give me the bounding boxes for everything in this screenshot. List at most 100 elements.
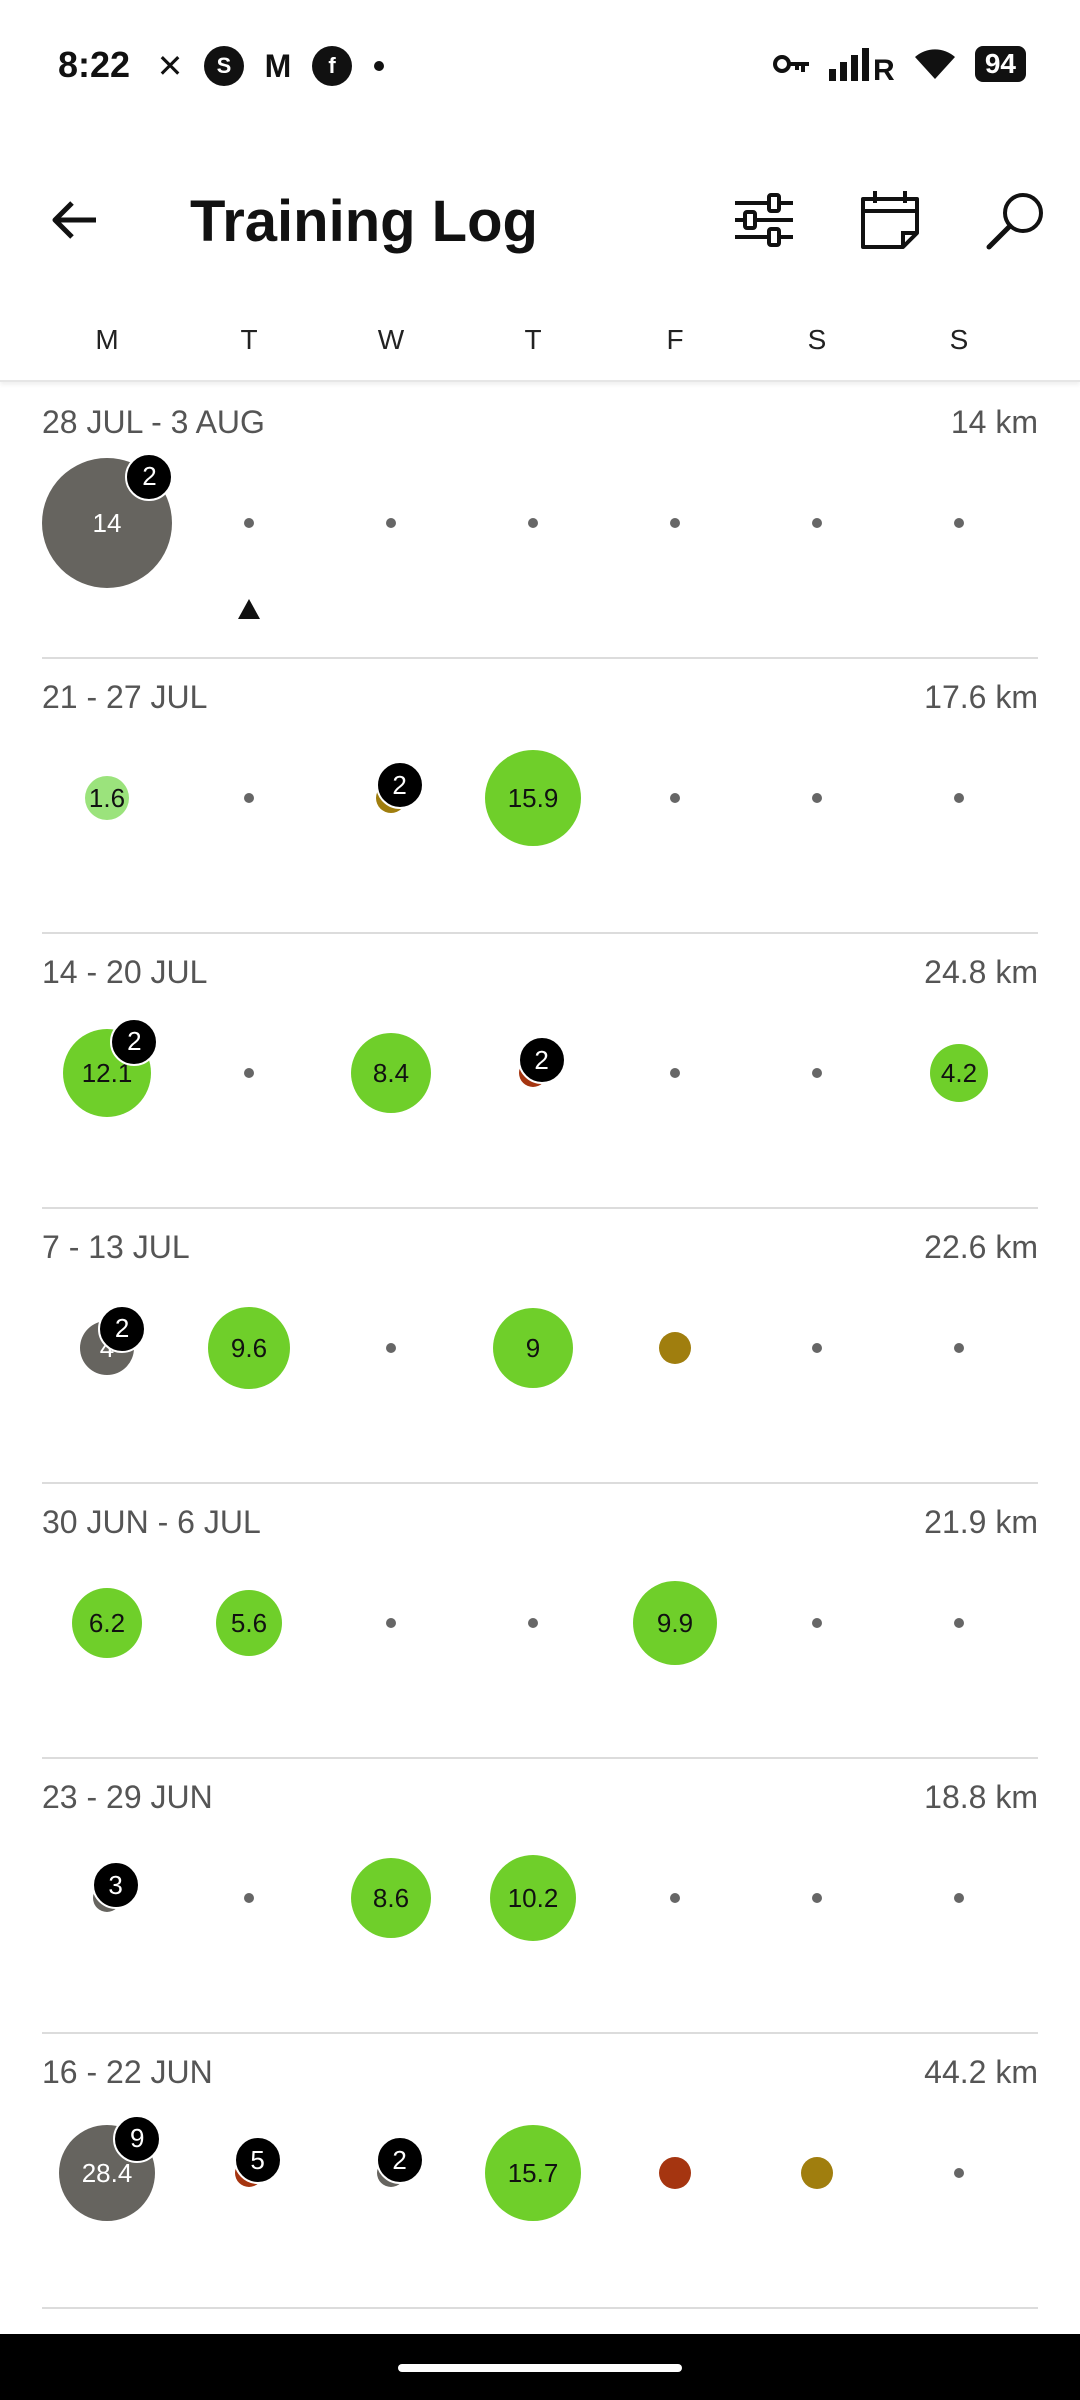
activity-circle[interactable]: 1.6 bbox=[85, 776, 129, 820]
vpn-key-icon bbox=[772, 55, 809, 73]
rest-day-dot bbox=[386, 1343, 396, 1353]
weekday-label: F bbox=[666, 324, 684, 355]
rest-day-dot bbox=[528, 518, 538, 528]
rest-day-dot bbox=[812, 518, 822, 528]
signal-icon: R bbox=[828, 48, 895, 81]
activity-count-badge: 2 bbox=[125, 452, 174, 501]
weekday-label: T bbox=[524, 324, 542, 355]
weekday-label: S bbox=[949, 324, 969, 355]
back-button[interactable] bbox=[42, 188, 106, 252]
rest-day-dot bbox=[670, 518, 680, 528]
activity-circle[interactable]: 9.6 bbox=[208, 1307, 290, 1389]
page-title: Training Log bbox=[190, 189, 538, 254]
status-time: 8:22 bbox=[58, 44, 131, 85]
week-range-label: 23 - 29 JUN bbox=[42, 1779, 213, 1815]
activity-count-badge: 2 bbox=[375, 761, 424, 810]
activity-circle[interactable]: 15.9 bbox=[485, 750, 581, 846]
week-range-label: 7 - 13 JUL bbox=[42, 1229, 190, 1265]
activity-count-badge: 2 bbox=[98, 1304, 147, 1353]
activity-count-badge: 9 bbox=[113, 2114, 162, 2163]
rest-day-dot bbox=[812, 1893, 822, 1903]
week-total-distance: 21.9 km bbox=[924, 1504, 1038, 1540]
week-row[interactable]: 30 JUN - 6 JUL 21.9 km 6.2 5.6 9.9 bbox=[42, 1482, 1038, 1759]
activity-count-badge: 2 bbox=[110, 1017, 159, 1066]
activity-circle[interactable] bbox=[659, 2157, 691, 2189]
week-row[interactable]: 14 - 20 JUL 24.8 km 12.1 2 8.4 2 4.2 bbox=[42, 932, 1038, 1209]
rest-day-dot bbox=[386, 1618, 396, 1628]
today-marker-icon bbox=[238, 599, 260, 619]
svg-text:R: R bbox=[873, 54, 895, 81]
week-total-distance: 44.2 km bbox=[924, 2054, 1038, 2090]
status-bar: 8:22 ✕ S M f R 94 bbox=[0, 0, 1080, 136]
weekday-label: M bbox=[95, 324, 119, 355]
weekday-label: T bbox=[240, 324, 258, 355]
app-bar: Training Log bbox=[0, 160, 1080, 280]
week-row[interactable]: 21 - 27 JUL 17.6 km 1.6 2 15.9 bbox=[42, 657, 1038, 934]
rest-day-dot bbox=[244, 518, 254, 528]
weekday-label: S bbox=[807, 324, 827, 355]
activity-circle[interactable]: 5.6 bbox=[216, 1590, 282, 1656]
week-row[interactable]: 28 JUL - 3 AUG 14 km 14 2 bbox=[42, 382, 1038, 659]
training-log-list[interactable]: 28 JUL - 3 AUG 14 km 14 2 21 - 27 JUL 17.6 km… bbox=[0, 382, 1080, 2334]
rest-day-dot bbox=[954, 1343, 964, 1353]
battery-indicator: 94 bbox=[974, 46, 1026, 82]
rest-day-dot bbox=[812, 793, 822, 803]
rest-day-dot bbox=[386, 518, 396, 528]
activity-count-badge: 2 bbox=[375, 2136, 424, 2185]
search-icon bbox=[986, 193, 1043, 250]
more-notifications-icon bbox=[374, 61, 384, 71]
wifi-icon bbox=[914, 49, 955, 79]
rest-day-dot bbox=[954, 2168, 964, 2178]
home-gesture-handle[interactable] bbox=[398, 2364, 682, 2372]
rest-day-dot bbox=[812, 1618, 822, 1628]
week-total-distance: 18.8 km bbox=[924, 1779, 1038, 1815]
activity-count-badge: 3 bbox=[91, 1861, 140, 1910]
weekday-label: W bbox=[377, 324, 405, 355]
activity-circle[interactable]: 15.7 bbox=[485, 2125, 581, 2221]
activity-circle[interactable]: 10.2 bbox=[490, 1855, 576, 1941]
system-nav-bar bbox=[0, 2334, 1080, 2400]
week-range-label: 21 - 27 JUL bbox=[42, 679, 208, 715]
week-total-distance: 17.6 km bbox=[924, 679, 1038, 715]
search-button[interactable] bbox=[980, 184, 1052, 256]
rest-day-dot bbox=[812, 1343, 822, 1353]
calendar-button[interactable] bbox=[854, 184, 926, 256]
notification-icons: ✕ S M f bbox=[150, 46, 384, 86]
week-row[interactable]: 23 - 29 JUN 18.8 km 3 8.6 10.2 bbox=[42, 1757, 1038, 2034]
activity-count-badge: 5 bbox=[233, 2136, 282, 2185]
rest-day-dot bbox=[954, 1618, 964, 1628]
facebook-icon: f bbox=[312, 46, 352, 86]
activity-circle[interactable]: 9 bbox=[493, 1308, 573, 1388]
calendar-icon bbox=[861, 191, 919, 249]
activity-circle[interactable]: 8.6 bbox=[351, 1858, 431, 1938]
week-total-distance: 14 km bbox=[950, 404, 1038, 440]
rest-day-dot bbox=[244, 1068, 254, 1078]
sliders-icon bbox=[735, 193, 793, 247]
strava-icon: S bbox=[204, 46, 244, 86]
filter-button[interactable] bbox=[728, 184, 800, 256]
activity-circle[interactable]: 9.9 bbox=[633, 1581, 717, 1665]
week-total-distance: 22.6 km bbox=[924, 1229, 1038, 1265]
activity-count-badge: 2 bbox=[517, 1036, 566, 1085]
rest-day-dot bbox=[244, 1893, 254, 1903]
activity-circle[interactable]: 8.4 bbox=[351, 1033, 431, 1113]
week-total-distance: 24.8 km bbox=[924, 954, 1038, 990]
rest-day-dot bbox=[244, 793, 254, 803]
rest-day-dot bbox=[812, 1068, 822, 1078]
week-range-label: 16 - 22 JUN bbox=[42, 2054, 213, 2090]
arrow-left-icon bbox=[52, 201, 96, 239]
activity-circle[interactable] bbox=[801, 2157, 833, 2189]
rest-day-dot bbox=[670, 793, 680, 803]
activity-circle[interactable] bbox=[659, 1332, 691, 1364]
activity-circle[interactable]: 6.2 bbox=[72, 1588, 142, 1658]
week-range-label: 14 - 20 JUL bbox=[42, 954, 208, 990]
rest-day-dot bbox=[528, 1618, 538, 1628]
rest-day-dot bbox=[670, 1068, 680, 1078]
halifax-icon: ✕ bbox=[156, 48, 184, 84]
rest-day-dot bbox=[954, 793, 964, 803]
week-row[interactable]: 16 - 22 JUN 44.2 km 28.4 9 5 2 15.7 bbox=[42, 2032, 1038, 2309]
activity-circle[interactable]: 4.2 bbox=[930, 1044, 988, 1102]
status-right: R 94 bbox=[772, 46, 1026, 82]
